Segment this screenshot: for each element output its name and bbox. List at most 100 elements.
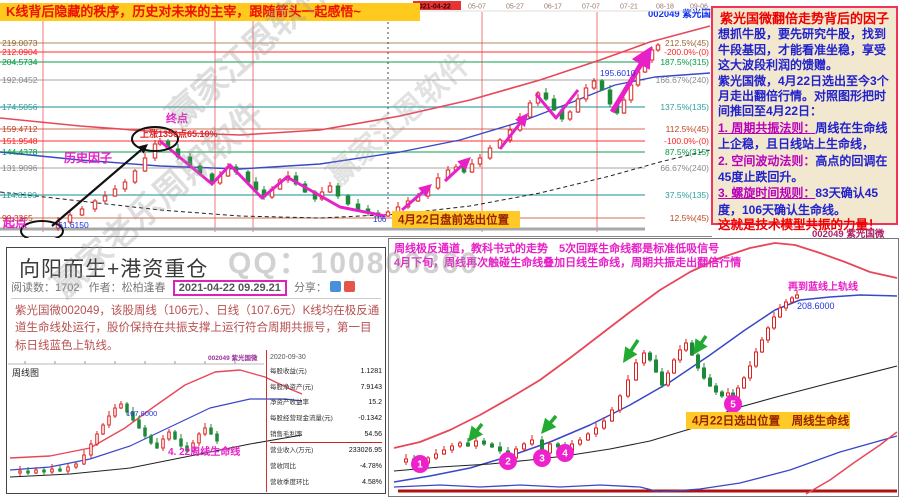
arrow-annotation xyxy=(541,414,558,434)
svg-text:151.9548: 151.9548 xyxy=(2,136,38,146)
chart-text: 208.6000 xyxy=(797,301,835,311)
panel-rule-2: 2. 空间波动法则：高点的回调在45度止跌回升。 xyxy=(718,153,888,185)
blog-title: 向阳而生+港资重仓 xyxy=(19,258,209,281)
table-row: 每股净资产(元) 7.9143 xyxy=(270,380,382,396)
chart-text: 起点 xyxy=(2,215,27,230)
svg-text:167.8000: 167.8000 xyxy=(126,409,157,418)
table-row-label: 每股收益(元) xyxy=(270,368,307,375)
svg-text:106: 106 xyxy=(373,215,387,224)
chart-text: 195.6010 xyxy=(600,68,636,78)
weekly-candlestick-chart-small: 周线图 167.8000 4. 22周线生命线 xyxy=(8,361,303,478)
table-row: 营收季度环比 4.58% xyxy=(270,475,382,491)
life-line-black xyxy=(393,365,898,472)
timestamp-badge: 2021-04-22 09.29.21 xyxy=(172,280,287,296)
chart-text: 周线图 xyxy=(12,367,39,378)
divider xyxy=(11,298,381,299)
table-row-value: 15.2 xyxy=(368,399,382,407)
svg-text:195.6010: 195.6010 xyxy=(600,68,636,78)
svg-text:4: 4 xyxy=(562,449,568,460)
panel-rule-3: 3. 螺旋时间规则：83天确认45度，106天确认生命线。 xyxy=(718,186,879,217)
table-row-value: 1.1281 xyxy=(360,368,382,375)
table-row: 每股收益(元) 1.1281 xyxy=(270,364,382,380)
mid-blue-rail xyxy=(393,294,898,483)
svg-text:187.5%(315): 187.5%(315) xyxy=(660,57,709,67)
svg-text:-200.0%-(0): -200.0%-(0) xyxy=(664,47,709,57)
financials-table: 2020-09-30 每股收益(元) 1.1281 每股净资产(元) 7.9143 净资产… xyxy=(270,351,382,491)
highlight-ellipse xyxy=(131,126,179,152)
highlight-box xyxy=(413,1,461,10)
svg-text:08-18: 08-18 xyxy=(656,4,674,11)
chart-text: 4. 22周线生命线 xyxy=(168,445,240,458)
chart-text: 终点 xyxy=(166,111,188,125)
svg-text:再到蓝线上轨线: 再到蓝线上轨线 xyxy=(788,280,858,293)
chart-text: 再到蓝线上轨线 xyxy=(788,280,858,293)
chart-text: 106 xyxy=(373,215,387,224)
trend-zigzag xyxy=(159,139,386,218)
callout-badge: 4月22日盘前选出位置 xyxy=(392,211,520,228)
author-name: 松柏逢春 xyxy=(121,282,166,294)
arrow-annotation xyxy=(468,422,484,442)
table-row: 营收同比 -4.78% xyxy=(270,459,382,475)
panel-conclusion: 这就是技术模型共振的力量！ xyxy=(718,218,881,233)
svg-text:上涨1356点65.10%: 上涨1356点65.10% xyxy=(140,128,218,139)
svg-text:66.67%(240): 66.67%(240) xyxy=(660,163,709,173)
upper-red-rail xyxy=(9,369,303,459)
trend-zigzag xyxy=(534,89,580,120)
candlestick-series xyxy=(404,290,799,466)
table-row-value: 54.56 xyxy=(364,430,382,438)
table-separator xyxy=(266,350,267,492)
chart-text: 历史因子 xyxy=(64,150,112,165)
share-icon-weibo[interactable] xyxy=(343,281,355,292)
table-row-value: 7.9143 xyxy=(360,383,382,391)
table-row-value: -0.1342 xyxy=(358,415,382,423)
svg-text:61.6150: 61.6150 xyxy=(58,220,89,230)
chart-text: 上涨1356点65.10% xyxy=(140,128,218,139)
svg-text:4. 22周线生命线: 4. 22周线生命线 xyxy=(168,445,240,458)
table-row: 净资产收益率 15.2 xyxy=(270,395,382,411)
stock-code-label-small: 002049 紫光国微 xyxy=(208,355,258,362)
svg-text:06-17: 06-17 xyxy=(544,4,562,11)
svg-text:219.0073: 219.0073 xyxy=(2,38,38,48)
svg-text:终点: 终点 xyxy=(166,111,188,125)
table-row-value: 233026.95 xyxy=(348,447,382,455)
table-date-header: 2020-09-30 xyxy=(270,354,306,361)
blog-paragraph: 紫光国微002049，该股周线（106元）、日线（107.6元）K线均在极反通道… xyxy=(15,305,380,352)
arrow-annotation xyxy=(693,335,708,355)
svg-text:2021-04-22: 2021-04-22 xyxy=(415,4,451,11)
arrow-annotation xyxy=(609,46,652,114)
share-icon-qq[interactable] xyxy=(329,281,341,292)
life-line-black xyxy=(9,434,303,478)
upper-red-rail xyxy=(393,242,898,449)
stock-code-label: 002049 紫光国微 xyxy=(812,229,885,240)
table-row-value: 4.58% xyxy=(362,478,382,486)
reads-label: 阅读数： xyxy=(11,282,55,294)
svg-text:137.5%(135): 137.5%(135) xyxy=(660,102,709,112)
table-row-label: 每股经营现金流量(元) xyxy=(270,415,333,423)
table-row-label: 营收同比 xyxy=(270,463,296,471)
table-row-label: 营收季度环比 xyxy=(270,478,309,486)
share-label: 分享： xyxy=(293,282,327,294)
svg-text:144.4378: 144.4378 xyxy=(2,147,38,157)
svg-text:周线极反通道，教科书式的走势 5次回踩生命线都是标准低吸信号: 周线极反通道，教科书式的走势 5次回踩生命线都是标准低吸信号 xyxy=(394,241,719,255)
highlight-ellipse xyxy=(20,220,64,238)
svg-text:212.5%(45): 212.5%(45) xyxy=(665,38,709,48)
table-row-label: 净资产收益率 xyxy=(270,399,309,407)
svg-text:12.5%(45): 12.5%(45) xyxy=(670,213,709,223)
weekly-candlestick-chart-large: 1 2 3 4 5 4月22日选出位置 周线生命线 周线极反通道，教科书式的走势 5次回踩生… xyxy=(388,238,899,497)
arrow-annotation xyxy=(498,113,528,150)
blog-card: 向阳而生+港资重仓 阅读数：1702 作者：松柏逢春 2021-04-22 09… xyxy=(6,247,386,494)
numbered-marker: 4 xyxy=(556,444,574,462)
lower-red-rail xyxy=(805,431,898,495)
svg-text:09-06: 09-06 xyxy=(690,4,708,11)
table-row: 销售毛利率 54.56 xyxy=(270,427,382,444)
svg-text:07-21: 07-21 xyxy=(620,4,638,11)
svg-text:112.5%(45): 112.5%(45) xyxy=(666,124,709,134)
svg-text:192.0452: 192.0452 xyxy=(2,75,38,85)
svg-text:212.0904: 212.0904 xyxy=(2,47,38,57)
table-row-label: 营业收入(万元) xyxy=(270,447,314,455)
table-row: 营业收入(万元) 233026.95 xyxy=(270,443,382,459)
chart-text: 周线极反通道，教科书式的走势 5次回踩生命线都是标准低吸信号 xyxy=(394,241,719,255)
mid-blue-rail xyxy=(9,398,303,471)
